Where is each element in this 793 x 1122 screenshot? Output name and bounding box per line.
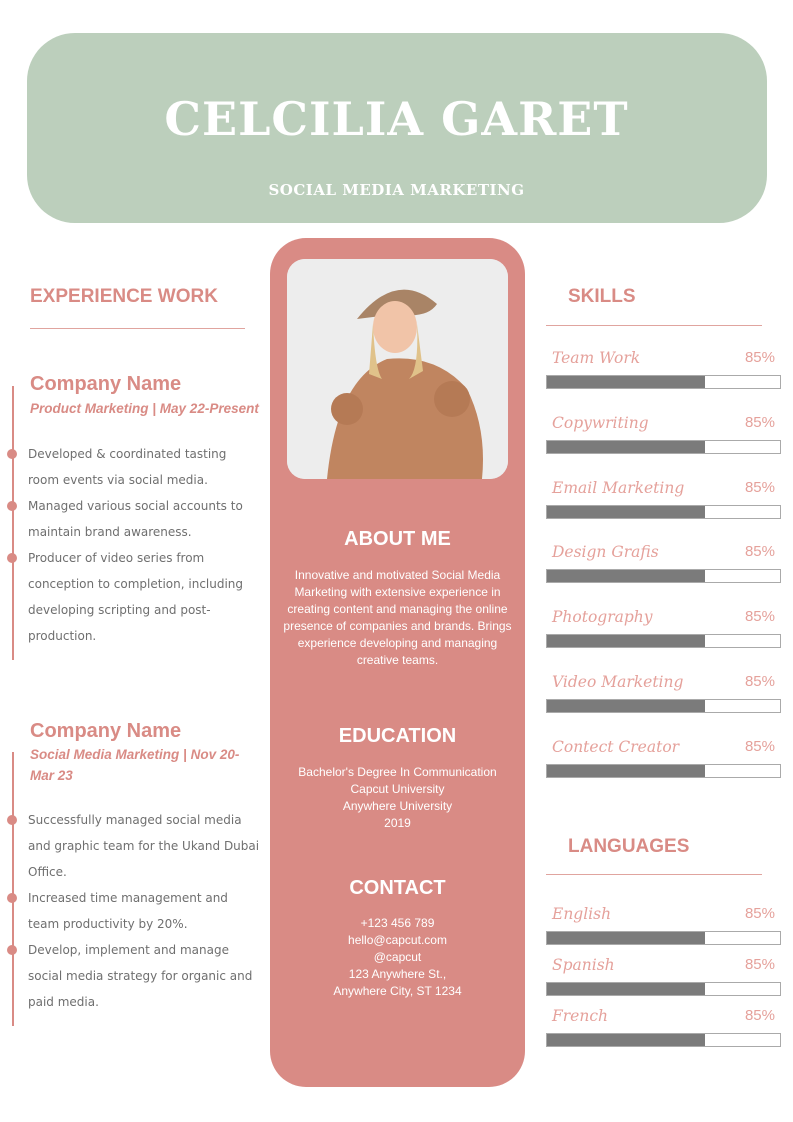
skills-percent: 85% <box>744 478 775 496</box>
candidate-role: SOCIAL MEDIA MARKETING <box>268 181 525 199</box>
skills-bar-fill <box>547 570 706 583</box>
skills-bar <box>546 699 781 713</box>
bullet-item: Develop, implement and manage social med… <box>7 937 260 1015</box>
skills-percent: 85% <box>744 737 775 755</box>
bullet-dot-icon <box>7 449 17 459</box>
skills-title: SKILLS <box>568 286 636 307</box>
languages-percent: 85% <box>744 1007 775 1024</box>
divider <box>546 874 762 875</box>
job-position: Product Marketing | May 22-Present <box>30 401 259 416</box>
timeline-line <box>12 386 14 660</box>
skills-bar-fill <box>547 505 706 518</box>
education-title: EDUCATION <box>338 725 457 747</box>
languages-bar <box>546 931 781 945</box>
contact-phone: +123 456 789 <box>360 916 435 930</box>
skills-percent: 85% <box>744 413 775 431</box>
languages-bar-fill <box>547 932 706 944</box>
languages-bar <box>546 1033 781 1047</box>
divider <box>546 325 762 326</box>
education-year: 2019 <box>384 816 411 830</box>
languages-label: English <box>552 905 612 923</box>
candidate-name: CELCILIA GARET <box>164 92 629 146</box>
skills-bar-fill <box>547 700 706 712</box>
header-banner <box>27 33 767 223</box>
skills-percent: 85% <box>744 608 775 626</box>
divider <box>30 328 245 329</box>
bullet-dot-icon <box>7 945 17 955</box>
about-text: Innovative and motivated Social Media Ma… <box>283 568 512 667</box>
bullet-dot-icon <box>7 501 17 511</box>
bullet-item: Managed various social accounts to maint… <box>7 493 260 545</box>
languages-bar-fill <box>547 983 706 995</box>
bullet-item: Successfully managed social media and gr… <box>7 807 260 885</box>
languages-percent: 85% <box>744 956 775 973</box>
education-details: Bachelor's Degree In Communication Capcu… <box>280 764 515 832</box>
about-title: ABOUT ME <box>344 528 451 550</box>
education-school: Capcut University <box>350 782 445 796</box>
skills-label: Email Marketing <box>552 478 685 497</box>
contact-email: hello@capcut.com <box>348 933 447 947</box>
skills-percent: 85% <box>744 673 775 690</box>
contact-city: Anywhere City, ST 1234 <box>333 984 462 998</box>
skills-bar <box>546 763 781 778</box>
skills-label: Photography <box>552 608 653 627</box>
languages-bar <box>546 982 781 996</box>
skills-percent: 85% <box>744 543 775 561</box>
contact-handle: @capcut <box>373 950 422 964</box>
skills-bar-fill <box>547 764 706 777</box>
contact-details: +123 456 789 hello@capcut.com @capcut 12… <box>280 915 515 1000</box>
skills-label: Copywriting <box>552 413 649 432</box>
bullet-item: Developed & coordinated tasting room eve… <box>7 441 260 493</box>
skills-bar <box>546 504 781 519</box>
contact-address: 123 Anywhere St., <box>348 967 447 981</box>
education-degree: Bachelor's Degree In Communication <box>298 765 497 779</box>
skills-bar-fill <box>547 376 706 388</box>
contact-title: CONTACT <box>349 877 446 899</box>
skills-bar-fill <box>547 635 706 648</box>
skills-bar <box>546 634 781 649</box>
timeline-line <box>12 752 14 1026</box>
skills-label: Video Marketing <box>552 673 684 691</box>
education-school-2: Anywhere University <box>342 799 453 813</box>
skills-bar-fill <box>547 440 706 453</box>
bullet-item: Increased time management and team produ… <box>7 885 260 937</box>
bullet-dot-icon <box>7 815 17 825</box>
skills-label: Design Grafis <box>552 543 659 562</box>
languages-percent: 85% <box>744 905 775 922</box>
skills-label: Contect Creator <box>552 737 680 756</box>
languages-label: Spanish <box>552 956 615 974</box>
job-company: Company Name <box>30 720 182 742</box>
languages-title: LANGUAGES <box>568 836 690 857</box>
languages-bar-fill <box>547 1034 706 1046</box>
job-bullets: Developed & coordinated tasting room eve… <box>7 441 260 649</box>
bullet-dot-icon <box>7 553 17 563</box>
job-company: Company Name <box>30 373 182 395</box>
job-bullets: Successfully managed social media and gr… <box>7 807 260 1015</box>
skills-bar <box>546 375 781 389</box>
bullet-dot-icon <box>7 893 17 903</box>
skills-label: Team Work <box>552 349 641 367</box>
languages-label: French <box>552 1007 608 1025</box>
skills-percent: 85% <box>744 349 775 366</box>
profile-photo <box>287 259 508 479</box>
job-position: Social Media Marketing | Nov 20-Mar 23 <box>30 747 240 783</box>
experience-title: EXPERIENCE WORK <box>30 286 218 307</box>
skills-bar <box>546 439 781 454</box>
skills-bar <box>546 569 781 584</box>
bullet-item: Producer of video series from conception… <box>7 545 260 649</box>
